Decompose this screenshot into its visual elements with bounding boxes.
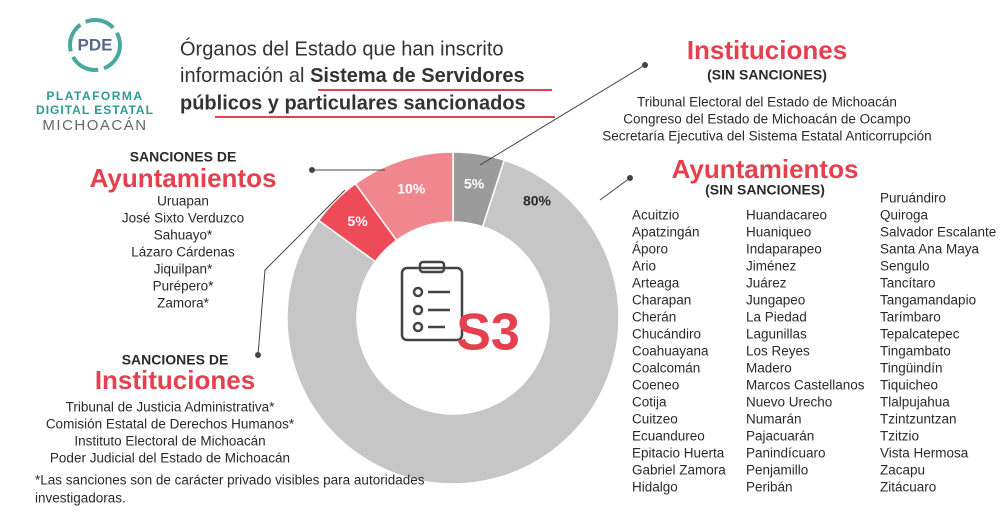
list-item: Sengulo <box>880 259 930 274</box>
title-part: información al <box>180 65 310 87</box>
list-item: Tiquicheo <box>880 378 938 393</box>
logo-text: PDE <box>78 35 113 54</box>
list-item: Epitacio Huerta <box>632 446 725 461</box>
list-item: Quiroga <box>880 208 929 223</box>
list-item: Ecuandureo <box>632 429 705 444</box>
list-item: Los Reyes <box>746 344 810 359</box>
list-item: Huaniqueo <box>746 225 811 240</box>
list-item: Huandacareo <box>746 208 827 223</box>
list-item: Tlalpujahua <box>880 395 950 410</box>
list-item: Tzintzuntzan <box>880 412 957 427</box>
list-item: Jungapeo <box>746 293 805 308</box>
list-item: Instituto Electoral de Michoacán <box>74 434 265 449</box>
list-item: Gabriel Zamora <box>632 463 726 478</box>
group-heading: (SIN SANCIONES) <box>705 182 825 198</box>
list-item: Juárez <box>746 276 787 291</box>
list-item: Peribán <box>746 480 793 495</box>
list-item: Áporo <box>632 242 668 257</box>
list-item: Madero <box>746 361 792 376</box>
list-item: Comisión Estatal de Derechos Humanos* <box>46 417 295 432</box>
list-item: Santa Ana Maya <box>880 242 980 257</box>
list-item: Puruándiro <box>880 191 946 206</box>
title-part: Sistema de Servidores <box>310 65 525 87</box>
logo-line: DIGITAL ESTATAL <box>36 103 154 117</box>
donut-segment <box>286 159 620 485</box>
list-item: Tangamandapio <box>880 293 976 308</box>
list-item: La Piedad <box>746 310 807 325</box>
list-item: Tancítaro <box>880 276 936 291</box>
donut-segment <box>354 151 454 242</box>
segment-label: 80% <box>523 193 552 209</box>
segment-label: 10% <box>397 180 426 196</box>
list-item: Uruapan <box>157 194 209 209</box>
list-item: Tepalcatepec <box>880 327 960 342</box>
group-heading: Instituciones <box>687 35 847 65</box>
list-item: Coeneo <box>632 378 679 393</box>
list-item: Apatzingán <box>632 225 700 240</box>
list-item: Lagunillas <box>746 327 807 342</box>
list-item: Cotija <box>632 395 667 410</box>
title-line: información al Sistema de Servidores <box>180 65 525 87</box>
list-item: Penjamillo <box>746 463 808 478</box>
list-item: Coahuayana <box>632 344 709 359</box>
list-item: Tribunal de Justicia Administrativa* <box>66 400 276 415</box>
group-heading: Ayuntamientos <box>90 163 277 193</box>
list-item: Tingüindín <box>880 361 943 376</box>
group-heading: SANCIONES DE <box>130 149 237 165</box>
list-item: Acuitzio <box>632 208 679 223</box>
group-heading: Ayuntamientos <box>672 154 859 184</box>
list-item: Arteaga <box>632 276 680 291</box>
list-item: Cuitzeo <box>632 412 678 427</box>
footnote: *Las sanciones son de carácter privado v… <box>35 473 425 488</box>
list-item: Congreso del Estado de Michoacán de Ocam… <box>623 112 910 127</box>
list-item: Jiquilpan* <box>154 262 213 277</box>
title-line: públicos y particulares sancionados <box>180 92 526 114</box>
list-item: Tribunal Electoral del Estado de Michoac… <box>637 95 897 110</box>
list-item: Jiménez <box>746 259 797 274</box>
list-item: Charapan <box>632 293 691 308</box>
list-item: José Sixto Verduzco <box>122 211 244 226</box>
title-line: Órganos del Estado que han inscrito <box>180 37 504 60</box>
list-item: Coalcomán <box>632 361 700 376</box>
list-item: Zitácuaro <box>880 480 936 495</box>
clipboard-icon <box>400 260 464 342</box>
list-item: Indaparapeo <box>746 242 822 257</box>
logo-ring <box>68 18 122 72</box>
group-heading: (SIN SANCIONES) <box>707 67 827 83</box>
list-item: Numarán <box>746 412 802 427</box>
list-item: Ario <box>632 259 656 274</box>
list-item: Hidalgo <box>632 480 678 495</box>
list-item: Purépero* <box>153 279 215 294</box>
list-item: Pajacuarán <box>746 429 814 444</box>
list-item: Nuevo Urecho <box>746 395 832 410</box>
list-item: Tingambato <box>880 344 951 359</box>
footnote: investigadoras. <box>35 491 126 506</box>
logo-line: MICHOACÁN <box>42 117 147 134</box>
list-item: Tzitzio <box>880 429 919 444</box>
list-item: Sahuayo* <box>154 228 213 243</box>
segment-label: 5% <box>464 175 485 191</box>
list-item: Secretaría Ejecutiva del Sistema Estatal… <box>602 129 931 144</box>
list-item: Panindícuaro <box>746 446 826 461</box>
segment-label: 5% <box>347 213 368 229</box>
list-item: Vista Hermosa <box>880 446 969 461</box>
list-item: Poder Judicial del Estado de Michoacán <box>50 451 290 466</box>
leaders <box>255 62 648 358</box>
list-item: Lázaro Cárdenas <box>131 245 235 260</box>
group-heading: Instituciones <box>95 365 255 395</box>
donut: 5% 80% 5% 10% <box>286 151 620 485</box>
list-item: Salvador Escalante <box>880 225 996 240</box>
list-item: Chucándiro <box>632 327 701 342</box>
list-item: Marcos Castellanos <box>746 378 865 393</box>
group-heading: SANCIONES DE <box>122 352 229 368</box>
list-item: Zacapu <box>880 463 925 478</box>
list-item: Zamora* <box>157 296 210 311</box>
list-item: Tarímbaro <box>880 310 941 325</box>
logo-line: PLATAFORMA <box>46 89 143 103</box>
list-item: Cherán <box>632 310 676 325</box>
center-text: S3 <box>456 304 520 362</box>
